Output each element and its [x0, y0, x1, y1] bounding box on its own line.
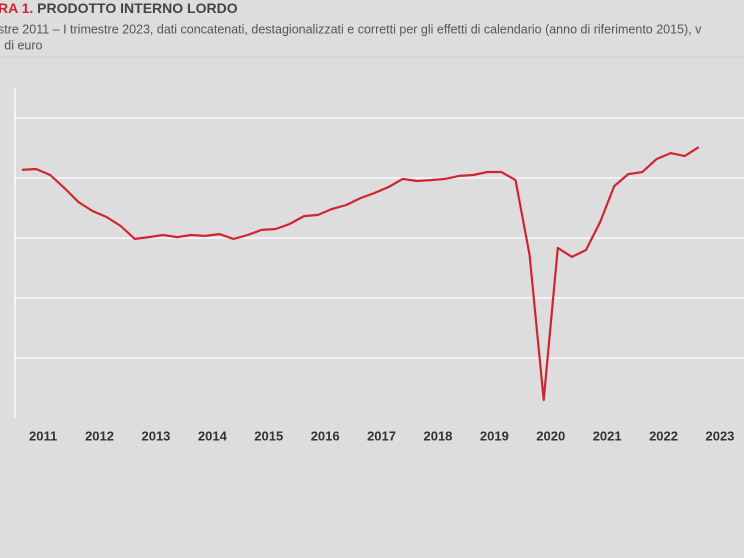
chart-title: RA 1. PRODOTTO INTERNO LORDO [0, 0, 238, 16]
x-tick-label: 2014 [198, 428, 228, 443]
x-tick-label: 2019 [480, 428, 509, 443]
series-line [21, 146, 700, 402]
x-tick-label: 2022 [649, 428, 678, 443]
x-tick-label: 2016 [311, 428, 340, 443]
x-tick-label: 2015 [254, 428, 283, 443]
x-tick-label: 2023 [705, 428, 734, 443]
x-tick-label: 2018 [423, 428, 452, 443]
x-tick-label: 2020 [536, 428, 565, 443]
subtitle: stre 2011 – I trimestre 2023, dati conca… [0, 22, 702, 36]
x-tick-label: 2011 [29, 428, 57, 443]
x-tick-label: 2017 [367, 428, 396, 443]
figure-label: RA 1. [0, 0, 33, 16]
x-tick-label: 2021 [593, 428, 622, 443]
subtitle: i di euro [0, 38, 43, 52]
title-text: PRODOTTO INTERNO LORDO [37, 0, 238, 16]
x-tick-label: 2012 [85, 428, 114, 443]
x-tick-label: 2013 [141, 428, 170, 443]
